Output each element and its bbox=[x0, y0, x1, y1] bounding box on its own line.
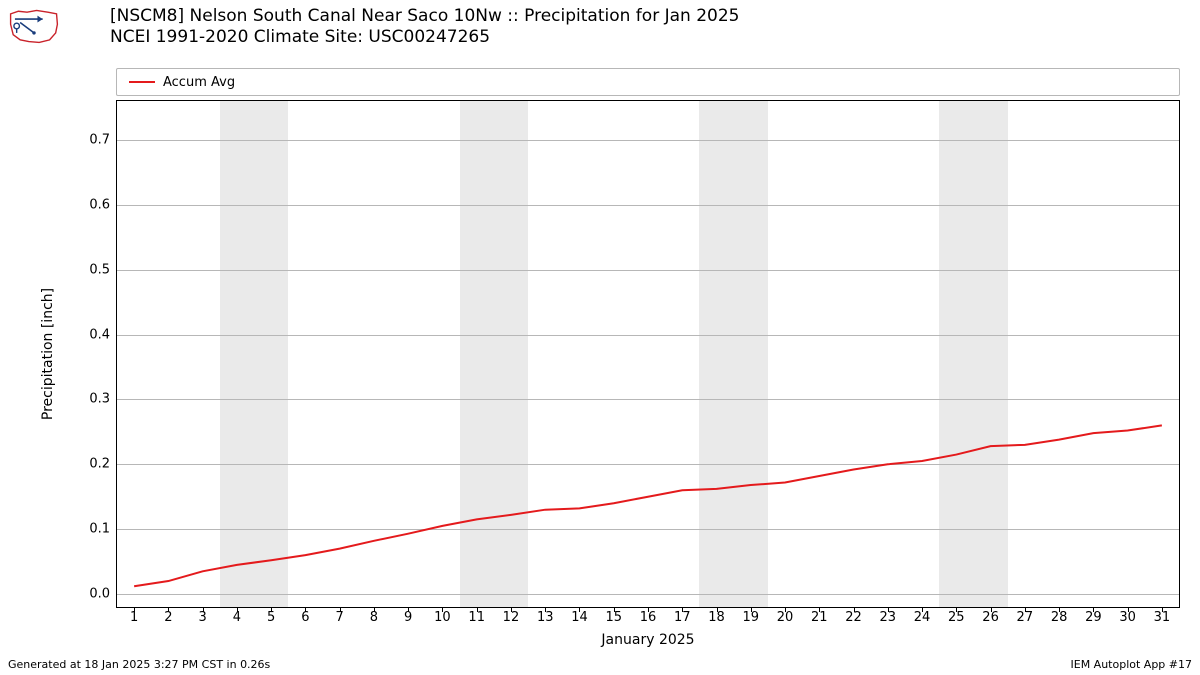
ytick-label: 0.5 bbox=[70, 262, 110, 277]
xtick-label: 28 bbox=[1051, 610, 1068, 625]
x-axis-label: January 2025 bbox=[601, 632, 694, 648]
plot-area bbox=[116, 100, 1180, 608]
footer-generated: Generated at 18 Jan 2025 3:27 PM CST in … bbox=[8, 658, 270, 671]
xtick-label: 31 bbox=[1154, 610, 1171, 625]
xtick-label: 15 bbox=[605, 610, 622, 625]
ytick-label: 0.2 bbox=[70, 457, 110, 472]
iem-logo bbox=[8, 6, 60, 46]
xtick-label: 27 bbox=[1017, 610, 1034, 625]
xtick-label: 30 bbox=[1119, 610, 1136, 625]
xtick-label: 14 bbox=[571, 610, 588, 625]
footer-app: IEM Autoplot App #17 bbox=[1071, 658, 1193, 671]
xtick-label: 23 bbox=[880, 610, 897, 625]
xtick-label: 20 bbox=[777, 610, 794, 625]
xtick-label: 26 bbox=[982, 610, 999, 625]
chart-title: [NSCM8] Nelson South Canal Near Saco 10N… bbox=[110, 6, 739, 49]
xtick-label: 4 bbox=[233, 610, 241, 625]
xtick-label: 5 bbox=[267, 610, 275, 625]
ytick-label: 0.3 bbox=[70, 392, 110, 407]
xtick-label: 6 bbox=[301, 610, 309, 625]
ytick-label: 0.7 bbox=[70, 132, 110, 147]
xtick-label: 24 bbox=[914, 610, 931, 625]
xtick-label: 18 bbox=[708, 610, 725, 625]
ytick-label: 0.0 bbox=[70, 587, 110, 602]
xtick-label: 8 bbox=[370, 610, 378, 625]
ytick-label: 0.6 bbox=[70, 197, 110, 212]
xtick-label: 13 bbox=[537, 610, 554, 625]
xtick-label: 1 bbox=[130, 610, 138, 625]
xtick-label: 9 bbox=[404, 610, 412, 625]
data-line-svg bbox=[117, 101, 1179, 607]
xtick-label: 3 bbox=[199, 610, 207, 625]
xtick-label: 17 bbox=[674, 610, 691, 625]
xtick-label: 22 bbox=[845, 610, 862, 625]
legend-label: Accum Avg bbox=[163, 75, 235, 90]
xtick-label: 11 bbox=[468, 610, 485, 625]
ytick-label: 0.1 bbox=[70, 522, 110, 537]
xtick-label: 19 bbox=[742, 610, 759, 625]
xtick-label: 25 bbox=[948, 610, 965, 625]
y-axis-label: Precipitation [inch] bbox=[40, 288, 56, 420]
xtick-label: 16 bbox=[640, 610, 657, 625]
legend: Accum Avg bbox=[116, 68, 1180, 96]
xtick-label: 2 bbox=[164, 610, 172, 625]
title-line-2: NCEI 1991-2020 Climate Site: USC00247265 bbox=[110, 27, 739, 48]
xtick-label: 21 bbox=[811, 610, 828, 625]
xtick-label: 7 bbox=[336, 610, 344, 625]
legend-swatch bbox=[129, 81, 155, 83]
ytick-label: 0.4 bbox=[70, 327, 110, 342]
accum-avg-line bbox=[134, 425, 1162, 586]
xtick-label: 29 bbox=[1085, 610, 1102, 625]
xtick-label: 10 bbox=[434, 610, 451, 625]
title-line-1: [NSCM8] Nelson South Canal Near Saco 10N… bbox=[110, 6, 739, 27]
xtick-label: 12 bbox=[503, 610, 520, 625]
